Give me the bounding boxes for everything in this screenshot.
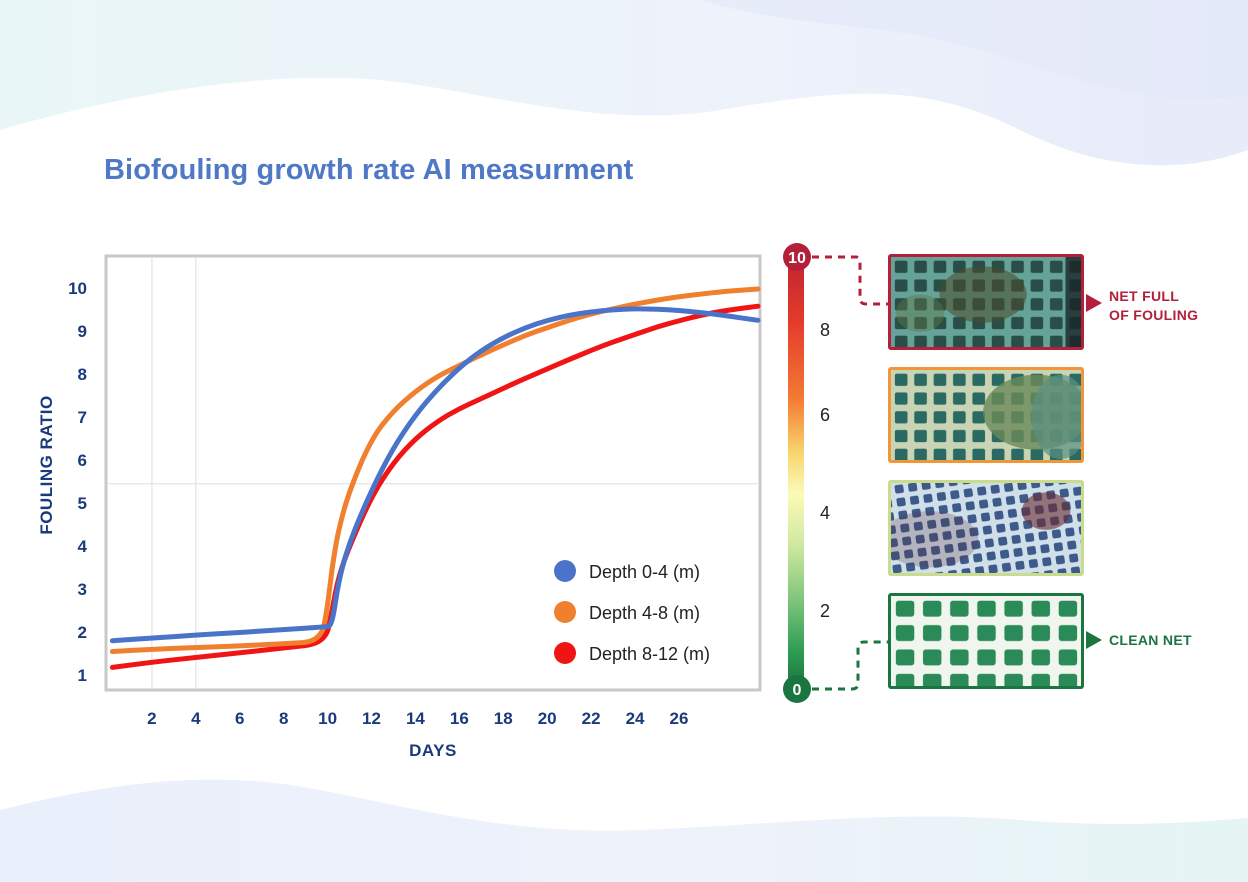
x-tick-label: 6 bbox=[235, 709, 244, 728]
legend-item: Depth 8-12 (m) bbox=[554, 642, 710, 664]
gridlines bbox=[108, 258, 758, 688]
legend-item: Depth 0-4 (m) bbox=[554, 560, 700, 582]
legend-label: Depth 0-4 (m) bbox=[589, 562, 700, 582]
plot-area bbox=[104, 254, 762, 692]
clean-net-label: CLEAN NET bbox=[1109, 632, 1192, 648]
net-thumbnail-fouled bbox=[888, 254, 1084, 350]
scale-tick: 4 bbox=[820, 503, 830, 523]
legend-item: Depth 4-8 (m) bbox=[554, 601, 700, 623]
y-tick-label: 9 bbox=[78, 322, 87, 341]
chart-title: Biofouling growth rate AI measurment bbox=[104, 154, 634, 186]
x-tick-label: 8 bbox=[279, 709, 288, 728]
series-line-red bbox=[109, 303, 761, 670]
x-tick-label: 14 bbox=[406, 709, 425, 728]
y-tick-label: 6 bbox=[78, 451, 87, 470]
connector-fouled bbox=[812, 255, 888, 306]
y-tick-label: 10 bbox=[68, 279, 87, 298]
scale-tick: 2 bbox=[820, 601, 830, 621]
x-tick-label: 4 bbox=[191, 709, 201, 728]
scale-badge-top-label: 10 bbox=[788, 250, 806, 267]
x-tick-label: 24 bbox=[626, 709, 645, 728]
scale-badge-top bbox=[783, 243, 811, 271]
net-full-label-line2: OF FOULING bbox=[1109, 307, 1199, 323]
scale-badge-bottom bbox=[783, 675, 811, 703]
y-tick-label: 3 bbox=[78, 580, 87, 599]
scale-bar bbox=[788, 256, 804, 688]
fouled-arrow-icon bbox=[1086, 294, 1102, 312]
x-axis-label: DAYS bbox=[409, 741, 457, 760]
x-tick-label: 2 bbox=[147, 709, 156, 728]
legend: Depth 0-4 (m) Depth 4-8 (m) Depth 8-12 (… bbox=[554, 560, 710, 664]
net-full-label-line1: NET FULL bbox=[1109, 288, 1180, 304]
x-tick-label: 10 bbox=[318, 709, 337, 728]
net-thumbnail-light bbox=[888, 480, 1084, 576]
net-image bbox=[891, 483, 1081, 573]
legend-marker-red bbox=[554, 642, 576, 664]
series-layer bbox=[109, 286, 761, 670]
legend-marker-blue bbox=[554, 560, 576, 582]
scale-tick: 6 bbox=[820, 405, 830, 425]
scale-tick: 8 bbox=[820, 320, 830, 340]
net-full-label: NET FULL OF FOULING bbox=[1109, 287, 1198, 325]
y-tick-labels: 1 2 3 4 5 6 7 8 9 10 bbox=[68, 279, 87, 685]
net-image bbox=[891, 596, 1081, 686]
x-tick-label: 16 bbox=[450, 709, 469, 728]
net-image bbox=[891, 370, 1081, 460]
series-line-blue bbox=[109, 306, 761, 644]
x-tick-label: 20 bbox=[538, 709, 557, 728]
net-image bbox=[891, 257, 1081, 347]
x-tick-label: 26 bbox=[669, 709, 688, 728]
y-tick-label: 4 bbox=[78, 537, 88, 556]
connector-clean bbox=[812, 640, 888, 691]
x-tick-label: 22 bbox=[582, 709, 601, 728]
legend-label: Depth 4-8 (m) bbox=[589, 603, 700, 623]
net-thumbnail-moderate bbox=[888, 367, 1084, 463]
x-tick-label: 12 bbox=[362, 709, 381, 728]
legend-marker-orange bbox=[554, 601, 576, 623]
y-tick-label: 1 bbox=[78, 666, 87, 685]
x-tick-labels: 2 4 6 8 10 12 14 16 18 20 22 24 26 bbox=[147, 709, 688, 728]
net-thumbnail-clean bbox=[888, 593, 1084, 689]
y-tick-label: 2 bbox=[78, 623, 87, 642]
fouling-scale: 10 0 8 6 4 2 bbox=[783, 243, 830, 703]
clean-arrow-icon bbox=[1086, 631, 1102, 649]
scale-badge-bottom-label: 0 bbox=[793, 682, 802, 699]
x-tick-label: 18 bbox=[494, 709, 513, 728]
y-axis-label: FOULING RATIO bbox=[37, 395, 56, 534]
series-line-orange bbox=[109, 286, 761, 654]
y-tick-label: 5 bbox=[78, 494, 87, 513]
y-tick-label: 8 bbox=[78, 365, 87, 384]
y-tick-label: 7 bbox=[78, 408, 87, 427]
legend-label: Depth 8-12 (m) bbox=[589, 644, 710, 664]
